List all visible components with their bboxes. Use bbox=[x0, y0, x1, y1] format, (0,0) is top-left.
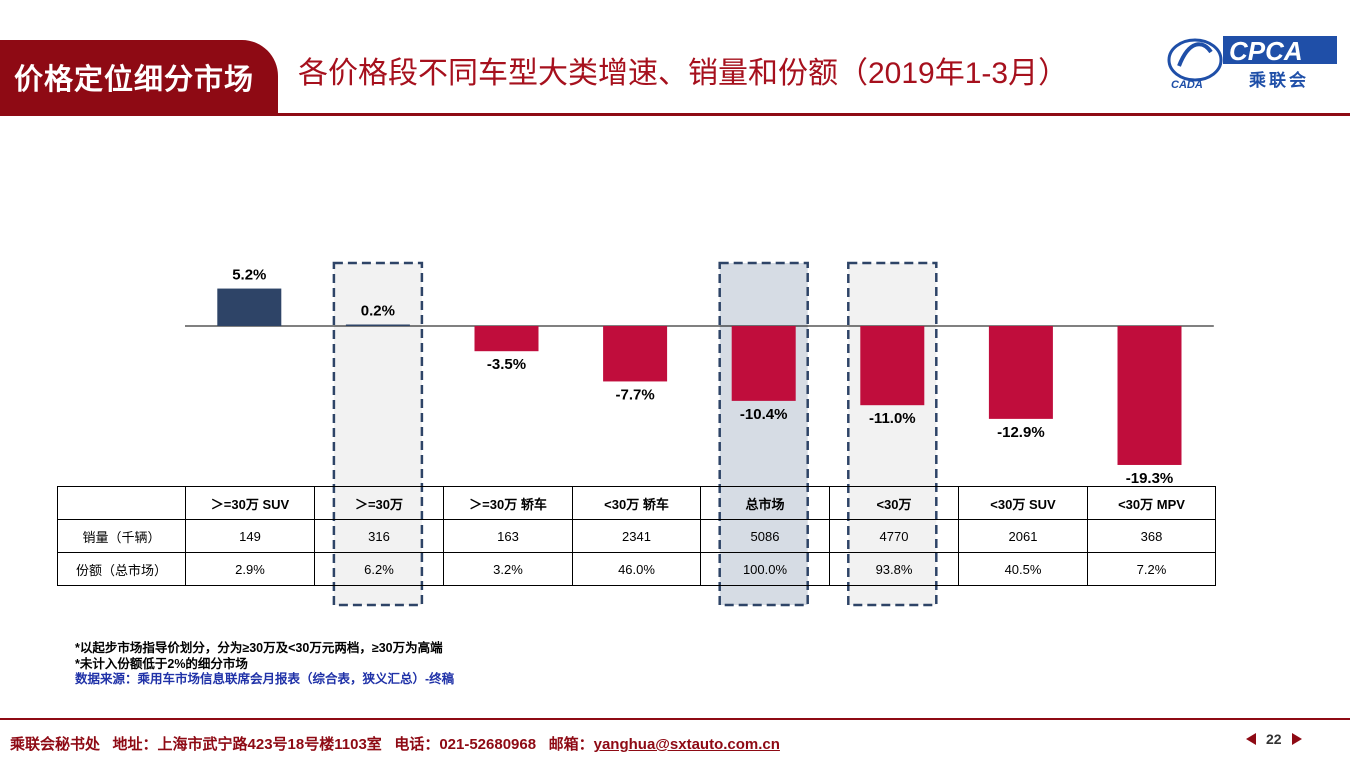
logo-text: CPCA bbox=[1229, 36, 1303, 66]
data-source: 数据来源：乘用车市场信息联席会月报表（综合表，狭义汇总）-终稿 bbox=[75, 672, 455, 686]
table-cell: 100.0% bbox=[700, 552, 830, 586]
bar bbox=[988, 326, 1053, 419]
table-cell: 6.2% bbox=[314, 552, 444, 586]
bar bbox=[217, 288, 282, 326]
table-cell: <30万 MPV bbox=[1087, 486, 1216, 520]
table-cell: 149 bbox=[185, 519, 315, 553]
data-label: -10.4% bbox=[740, 406, 788, 423]
footer-address: 地址：上海市武宁路423号18号楼1103室 bbox=[112, 736, 382, 753]
bar bbox=[1117, 326, 1182, 465]
table-cell: 368 bbox=[1087, 519, 1216, 553]
bar bbox=[603, 326, 668, 382]
footer-phone: 电话：021-52680968 bbox=[394, 736, 537, 753]
prev-page-icon[interactable] bbox=[1246, 733, 1256, 745]
data-table: ＞=30万 SUV ＞=30万 ＞=30万 轿车 <30万 轿车 总市场 <30万 <30万… bbox=[57, 486, 1216, 586]
data-label: -12.9% bbox=[997, 424, 1045, 441]
table-cell: ＞=30万 SUV bbox=[185, 486, 315, 520]
table-cell: 93.8% bbox=[829, 552, 959, 586]
table-cell: ＞=30万 轿车 bbox=[443, 486, 573, 520]
bar bbox=[731, 326, 796, 401]
footer-org: 乘联会秘书处 bbox=[10, 736, 101, 753]
bar bbox=[860, 326, 925, 406]
data-label: -7.7% bbox=[616, 386, 655, 403]
table-cell: 7.2% bbox=[1087, 552, 1216, 586]
table-cell: 2341 bbox=[572, 519, 701, 553]
data-label: -3.5% bbox=[487, 356, 526, 373]
table-cell: 总市场 bbox=[700, 486, 830, 520]
section-tag-label: 价格定位细分市场 bbox=[14, 64, 255, 96]
table-row-label bbox=[57, 486, 186, 520]
table-cell: <30万 SUV bbox=[958, 486, 1088, 520]
table-cell: 40.5% bbox=[958, 552, 1088, 586]
note-line: *以起步市场指导价划分，分为≥30万及<30万元两档，≥30万为高端 bbox=[75, 641, 443, 655]
cpca-logo: CADA CPCA 乘联会 bbox=[1167, 36, 1337, 91]
section-tag: 价格定位细分市场 bbox=[0, 40, 278, 114]
table-header-row: ＞=30万 SUV ＞=30万 ＞=30万 轿车 <30万 轿车 总市场 <30万 <30万… bbox=[57, 486, 1216, 520]
data-label: -11.0% bbox=[869, 410, 916, 427]
table-row: 份额（总市场） 2.9% 6.2% 3.2% 46.0% 100.0% 93.8% 40.5%… bbox=[57, 552, 1216, 586]
logo-badge: CADA bbox=[1171, 79, 1203, 91]
header-divider bbox=[0, 113, 1350, 116]
next-page-icon[interactable] bbox=[1291, 733, 1302, 745]
table-cell: 4770 bbox=[829, 519, 959, 553]
table-cell: 2.9% bbox=[185, 552, 315, 586]
data-label: 5.2% bbox=[232, 267, 266, 284]
footer-email-link[interactable]: yanghua@sxtauto.com.cn bbox=[593, 736, 780, 753]
table-cell: <30万 bbox=[829, 486, 959, 520]
footer: 乘联会秘书处 地址：上海市武宁路423号18号楼1103室 电话：021-526… bbox=[10, 733, 780, 754]
table-cell: 46.0% bbox=[572, 552, 701, 586]
bar bbox=[474, 326, 539, 352]
table-row: 销量（千辆） 149 316 163 2341 5086 4770 2061 368 bbox=[57, 519, 1216, 553]
logo-box bbox=[1223, 36, 1337, 64]
logo-subtext: 乘联会 bbox=[1248, 70, 1309, 91]
page-title: 各价格段不同车型大类增速、销量和份额（2019年1-3月） bbox=[298, 57, 1069, 90]
table-cell: 316 bbox=[314, 519, 444, 553]
note-line: *未计入份额低于2%的细分市场 bbox=[75, 656, 248, 671]
table-cell: 2061 bbox=[958, 519, 1088, 553]
pager: 22 bbox=[1246, 731, 1302, 747]
table-cell: 5086 bbox=[700, 519, 830, 553]
cada-globe-icon bbox=[1167, 38, 1223, 82]
table-row-label: 份额（总市场） bbox=[57, 552, 186, 586]
data-label: -19.3% bbox=[1126, 470, 1174, 487]
table-row-label: 销量（千辆） bbox=[57, 519, 186, 553]
bar bbox=[345, 324, 410, 326]
table-cell: ＞=30万 bbox=[314, 486, 444, 520]
table-cell: <30万 轿车 bbox=[572, 486, 701, 520]
footer-email-label: 邮箱： bbox=[548, 736, 594, 753]
table-cell: 163 bbox=[443, 519, 573, 553]
footer-divider bbox=[0, 718, 1350, 720]
page-number: 22 bbox=[1266, 731, 1282, 747]
notes: *以起步市场指导价划分，分为≥30万及<30万元两档，≥30万为高端 *未计入份… bbox=[75, 641, 454, 688]
data-label: 0.2% bbox=[361, 303, 395, 320]
cada-swoosh-icon bbox=[1177, 42, 1213, 67]
table-cell: 3.2% bbox=[443, 552, 573, 586]
